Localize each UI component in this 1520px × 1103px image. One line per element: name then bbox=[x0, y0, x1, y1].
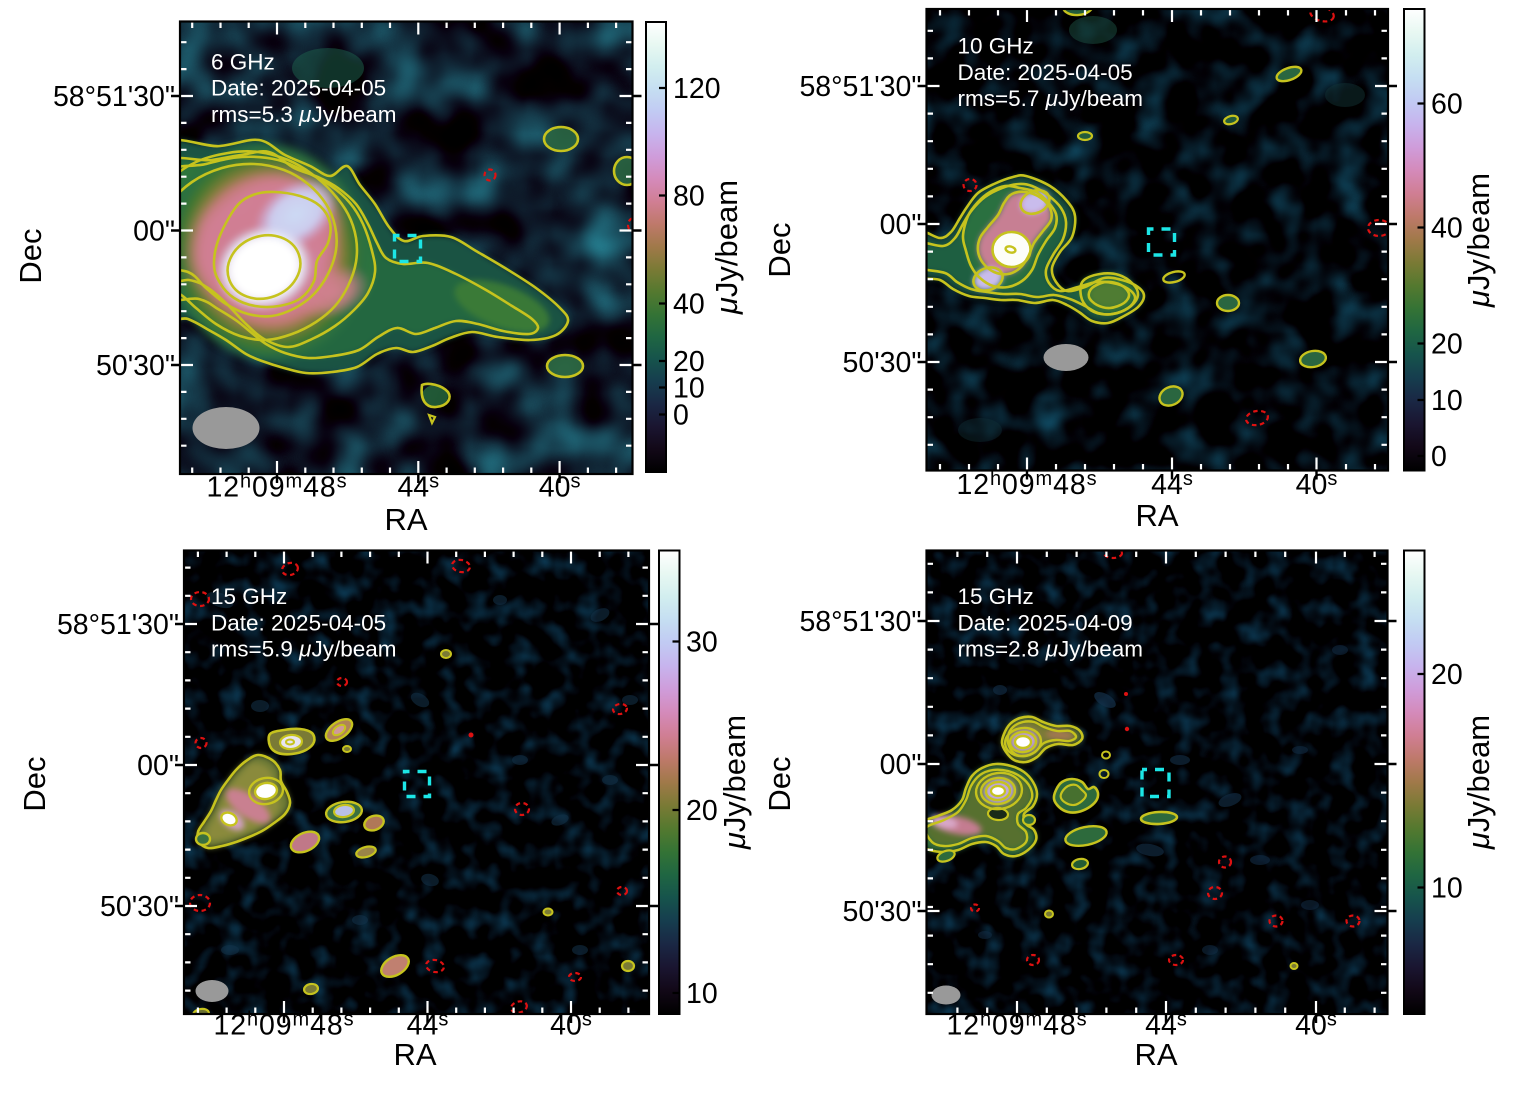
svg-text:12h09m48s: 12h09m48s bbox=[206, 471, 347, 504]
svg-text:40: 40 bbox=[673, 289, 705, 321]
svg-text:20: 20 bbox=[686, 795, 718, 827]
svg-text:Dec: Dec bbox=[17, 756, 52, 811]
svg-text:00": 00" bbox=[137, 750, 179, 782]
svg-text:80: 80 bbox=[673, 181, 705, 213]
svg-text:12h09m48s: 12h09m48s bbox=[956, 468, 1097, 501]
svg-text:0: 0 bbox=[1431, 441, 1447, 473]
svg-text:RA: RA bbox=[1135, 498, 1178, 533]
svg-text:120: 120 bbox=[673, 73, 721, 105]
svg-text:Dec: Dec bbox=[13, 228, 48, 283]
svg-text:10 GHz: 10 GHz bbox=[958, 34, 1034, 59]
svg-text:μJy/beam: μJy/beam bbox=[1461, 173, 1496, 308]
svg-text:20: 20 bbox=[1431, 659, 1463, 691]
svg-text:Date: 2025-04-09: Date: 2025-04-09 bbox=[958, 610, 1133, 635]
svg-text:20: 20 bbox=[1431, 329, 1463, 361]
svg-text:RA: RA bbox=[1134, 1037, 1177, 1072]
svg-text:RA: RA bbox=[393, 1037, 436, 1072]
svg-text:58°51'30": 58°51'30" bbox=[799, 606, 921, 638]
svg-text:40: 40 bbox=[1431, 213, 1463, 245]
svg-text:00": 00" bbox=[880, 209, 922, 241]
svg-text:12h09m48s: 12h09m48s bbox=[946, 1009, 1087, 1042]
svg-text:30: 30 bbox=[686, 627, 718, 659]
svg-text:20: 20 bbox=[673, 346, 705, 378]
svg-text:10: 10 bbox=[673, 373, 705, 405]
svg-text:10: 10 bbox=[686, 978, 718, 1010]
svg-text:μJy/beam: μJy/beam bbox=[717, 715, 752, 850]
svg-text:μJy/beam: μJy/beam bbox=[709, 180, 744, 315]
svg-text:Dec: Dec bbox=[762, 756, 797, 811]
svg-text:50'30": 50'30" bbox=[96, 350, 175, 382]
svg-text:RA: RA bbox=[384, 502, 427, 537]
svg-text:15 GHz: 15 GHz bbox=[211, 584, 287, 609]
svg-text:58°51'30": 58°51'30" bbox=[799, 71, 921, 103]
svg-text:rms=5.7 μJy/beam: rms=5.7 μJy/beam bbox=[958, 86, 1144, 111]
svg-text:μJy/beam: μJy/beam bbox=[1461, 715, 1496, 850]
svg-text:00": 00" bbox=[133, 216, 175, 248]
svg-text:12h09m48s: 12h09m48s bbox=[213, 1009, 354, 1042]
svg-text:60: 60 bbox=[1431, 89, 1463, 121]
svg-text:0: 0 bbox=[673, 400, 689, 432]
svg-text:Date: 2025-04-05: Date: 2025-04-05 bbox=[211, 610, 386, 635]
svg-text:10: 10 bbox=[1431, 873, 1463, 905]
svg-text:15 GHz: 15 GHz bbox=[958, 584, 1034, 609]
svg-text:Date: 2025-04-05: Date: 2025-04-05 bbox=[211, 76, 386, 101]
svg-text:50'30": 50'30" bbox=[843, 896, 922, 928]
svg-text:58°51'30": 58°51'30" bbox=[57, 609, 179, 641]
svg-text:10: 10 bbox=[1431, 385, 1463, 417]
svg-text:rms=2.8 μJy/beam: rms=2.8 μJy/beam bbox=[958, 637, 1144, 662]
svg-text:6 GHz: 6 GHz bbox=[211, 49, 275, 74]
svg-text:00": 00" bbox=[880, 749, 922, 781]
svg-text:58°51'30": 58°51'30" bbox=[53, 81, 175, 113]
svg-text:Dec: Dec bbox=[762, 222, 797, 277]
svg-text:rms=5.9 μJy/beam: rms=5.9 μJy/beam bbox=[211, 637, 397, 662]
svg-text:44s: 44s bbox=[407, 1009, 449, 1042]
svg-text:50'30": 50'30" bbox=[100, 891, 179, 923]
svg-text:Date: 2025-04-05: Date: 2025-04-05 bbox=[958, 60, 1133, 85]
svg-text:50'30": 50'30" bbox=[843, 347, 922, 379]
svg-text:rms=5.3 μJy/beam: rms=5.3 μJy/beam bbox=[211, 102, 397, 127]
